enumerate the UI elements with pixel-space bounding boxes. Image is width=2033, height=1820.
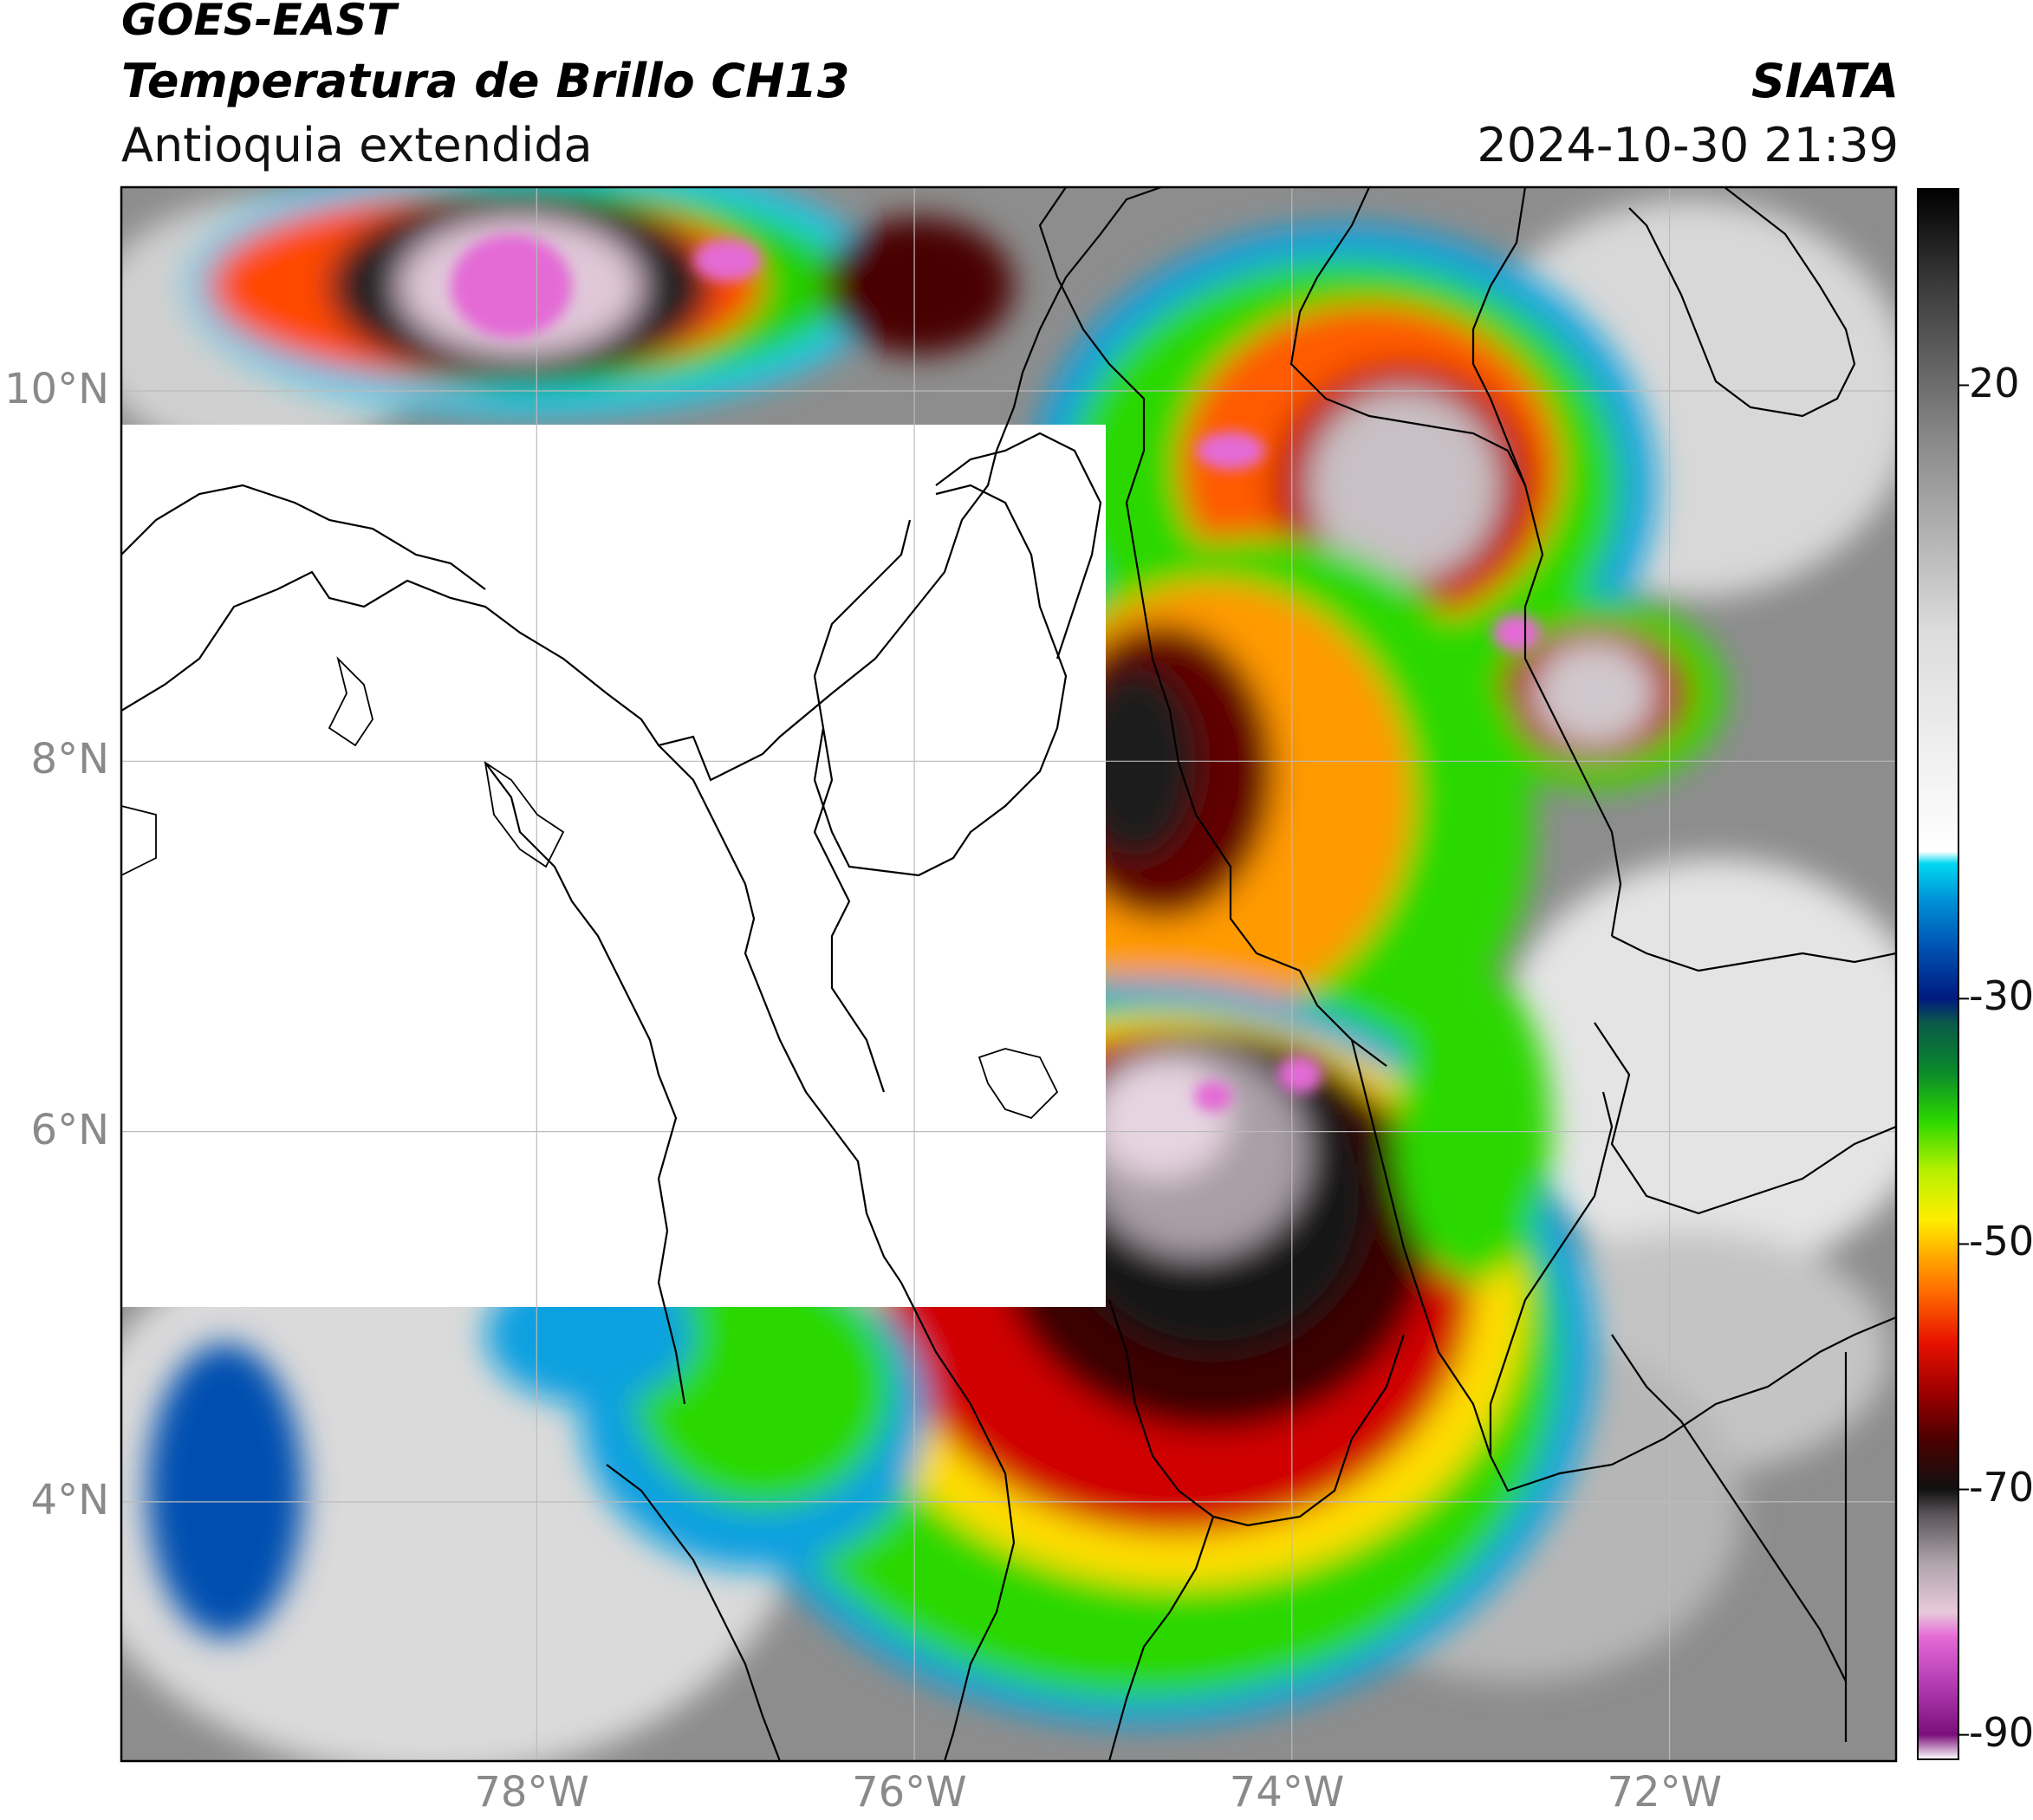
product-title: Temperatura de Brillo CH13 (121, 54, 850, 108)
agency-label: SIATA (1750, 54, 1899, 108)
colorbar (1917, 188, 1969, 1760)
lon-label-72w: 72°W (1607, 1768, 1723, 1817)
colorbar-gradient (1918, 189, 1958, 1759)
colorbar-label-20: 20 (1969, 359, 2020, 406)
colorbar-frame (1917, 188, 1959, 1760)
colorbar-label-minus50: -50 (1969, 1218, 2033, 1265)
lon-label-74w: 74°W (1229, 1768, 1345, 1817)
colorbar-label-minus70: -70 (1969, 1463, 2033, 1511)
satellite-imagery (121, 187, 1896, 1761)
lat-label-8n: 8°N (30, 735, 109, 784)
political-boundaries (121, 187, 1896, 1761)
datetime-label: 2024-10-30 21:39 (1477, 118, 1899, 172)
masked-region (121, 425, 1106, 1307)
overshooting-tops (451, 234, 1541, 1112)
lon-label-78w: 78°W (474, 1768, 589, 1817)
coastline-details (121, 656, 1059, 1120)
graticule (121, 187, 1896, 1761)
colorbar-label-minus90: -90 (1969, 1708, 2033, 1756)
lon-label-76w: 76°W (852, 1768, 967, 1817)
colorbar-ticks (1958, 384, 1969, 1736)
colorbar-label-minus30: -30 (1969, 972, 2033, 1020)
map-frame (120, 185, 1898, 1763)
lat-label-10n: 10°N (4, 365, 109, 413)
lat-label-4n: 4°N (30, 1475, 109, 1524)
lat-label-6n: 6°N (30, 1105, 109, 1154)
satellite-title: GOES-EAST (121, 0, 397, 45)
region-subtitle: Antioquia extendida (121, 118, 593, 172)
